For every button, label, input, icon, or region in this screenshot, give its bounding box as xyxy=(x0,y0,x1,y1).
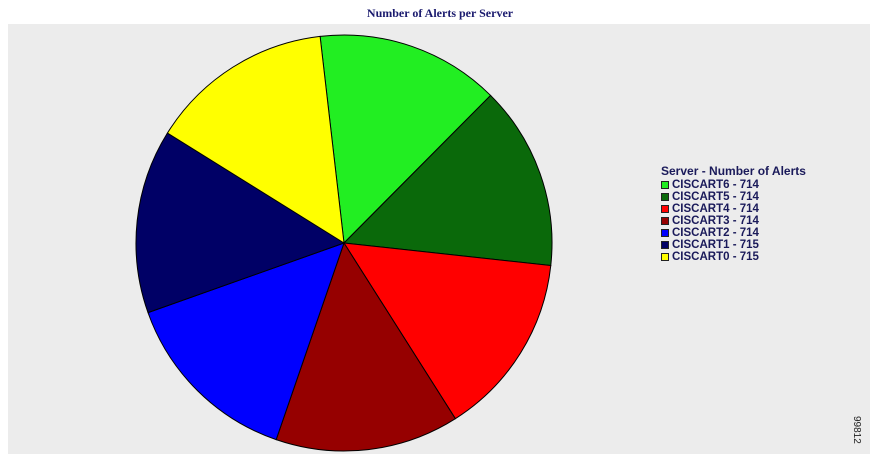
legend-swatch xyxy=(661,193,669,201)
legend-swatch xyxy=(661,217,669,225)
legend-label: CISCART1 - 715 xyxy=(672,239,759,251)
legend-label: CISCART5 - 714 xyxy=(672,191,759,203)
legend-item-ciscart2: CISCART2 - 714 xyxy=(661,227,806,239)
legend-swatch xyxy=(661,205,669,213)
plot-area xyxy=(8,24,870,454)
pie-slice-ciscart5 xyxy=(342,94,553,267)
legend-title: Server - Number of Alerts xyxy=(661,164,806,178)
legend-label: CISCART3 - 714 xyxy=(672,215,759,227)
figure-id: 99812 xyxy=(851,416,862,444)
legend-item-ciscart6: CISCART6 - 714 xyxy=(661,179,806,191)
legend-item-ciscart3: CISCART3 - 714 xyxy=(661,215,806,227)
legend-item-ciscart5: CISCART5 - 714 xyxy=(661,191,806,203)
pie-slice-ciscart3 xyxy=(275,241,457,452)
pie-slice-ciscart0 xyxy=(166,35,345,244)
pie-slice-ciscart6 xyxy=(319,34,492,245)
legend-swatch xyxy=(661,241,669,249)
chart-title: Number of Alerts per Server xyxy=(366,6,514,20)
legend-items: CISCART6 - 714 CISCART5 - 714 CISCART4 - 7… xyxy=(661,179,806,263)
pie-slice-ciscart2 xyxy=(147,242,345,441)
legend-swatch xyxy=(661,181,669,189)
legend-label: CISCART2 - 714 xyxy=(672,227,759,239)
pie-chart xyxy=(135,34,553,452)
legend-label: CISCART0 - 715 xyxy=(672,251,759,263)
legend-item-ciscart4: CISCART4 - 714 xyxy=(661,203,806,215)
legend-label: CISCART4 - 714 xyxy=(672,203,759,215)
legend-label: CISCART6 - 714 xyxy=(672,179,759,191)
pie-slice-ciscart1 xyxy=(135,132,346,314)
legend-item-ciscart0: CISCART0 - 715 xyxy=(661,251,806,263)
legend-swatch xyxy=(661,229,669,237)
legend-item-ciscart1: CISCART1 - 715 xyxy=(661,239,806,251)
legend-swatch xyxy=(661,253,669,261)
pie-slice-ciscart4 xyxy=(343,242,552,420)
legend: Server - Number of Alerts CISCART6 - 714… xyxy=(661,164,806,263)
